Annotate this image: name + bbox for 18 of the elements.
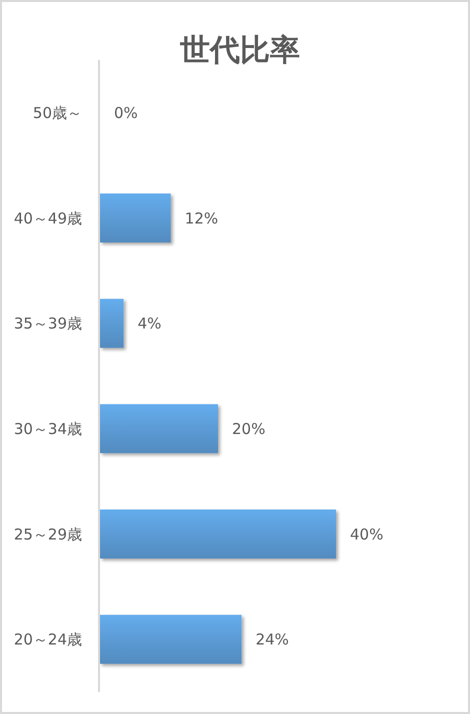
y-tick-label: 40～49歳 [14, 209, 82, 228]
bar [100, 404, 218, 454]
y-tick-label: 35～39歳 [14, 314, 82, 333]
y-tick-label: 25～29歳 [14, 525, 82, 544]
data-label: 40% [350, 525, 384, 544]
y-tick-label: 30～34歳 [14, 420, 82, 438]
data-label: 20% [232, 420, 266, 438]
bar [100, 614, 242, 664]
bar [100, 510, 336, 558]
bar [100, 298, 124, 348]
data-label: 4% [138, 314, 162, 333]
data-label: 12% [184, 209, 218, 228]
y-tick-label: 50歳～ [32, 104, 82, 122]
data-label: 0% [114, 104, 138, 122]
data-label: 24% [256, 630, 289, 649]
chart-title: 世代比率 [179, 33, 300, 68]
y-tick-label: 20～24歳 [14, 630, 82, 649]
bar [100, 194, 171, 242]
